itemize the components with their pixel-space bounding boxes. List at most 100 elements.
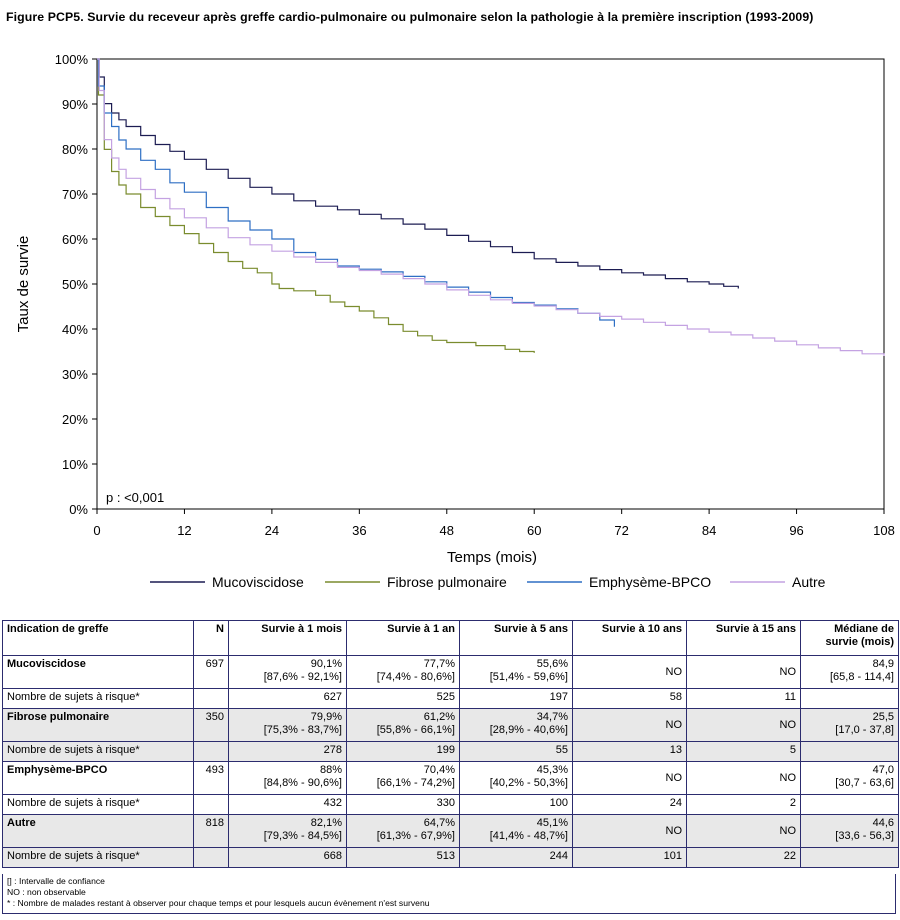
survie-1-an-cell: 64,7% [61,3% - 67,9%] [346, 814, 460, 848]
risk-empty [193, 847, 229, 868]
survie-1-an-cell: 77,7% [74,4% - 80,6%] [346, 655, 460, 689]
ci: [84,8% - 90,6%] [263, 777, 342, 789]
survie-1-mois-cell: 79,9% [75,3% - 83,7%] [228, 708, 347, 742]
ci: [65,8 - 114,4] [829, 671, 894, 683]
x-tick-label: 12 [177, 523, 191, 538]
ci: [17,0 - 37,8] [835, 724, 894, 736]
mediane-cell: 25,5 [17,0 - 37,8] [800, 708, 899, 742]
value: 90,1% [310, 658, 342, 670]
risk-value: 244 [459, 847, 573, 868]
footnote-risk: * : Nombre de malades restant à observer… [7, 898, 430, 908]
value: 79,9% [310, 711, 342, 723]
x-tick-label: 48 [440, 523, 454, 538]
value: 45,3% [536, 764, 568, 776]
risk-empty [193, 741, 229, 762]
y-tick-label: 100% [55, 52, 89, 67]
risk-value: 22 [686, 847, 801, 868]
y-tick-label: 20% [62, 412, 88, 427]
risk-value: 101 [572, 847, 687, 868]
risk-empty [800, 741, 899, 762]
risk-empty [193, 688, 229, 709]
value: 88% [319, 764, 342, 776]
y-tick-label: 40% [62, 322, 88, 337]
value: 45,1% [536, 817, 568, 829]
survie-15-ans-cell: NO [686, 761, 801, 795]
risk-empty [800, 794, 899, 815]
value: 44,6 [872, 817, 894, 829]
survie-10-ans-cell: NO [572, 761, 687, 795]
value: 25,5 [872, 711, 894, 723]
footnote-ci: [] : Intervalle de confiance [7, 876, 105, 886]
series-line-0 [97, 58, 739, 289]
y-tick-label: 60% [62, 232, 88, 247]
risk-value: 58 [572, 688, 687, 709]
survie-10-ans-cell: NO [572, 708, 687, 742]
risk-value: 513 [346, 847, 460, 868]
ci: [74,4% - 80,6%] [376, 671, 455, 683]
risk-value: 11 [686, 688, 801, 709]
table-row: Mucoviscidose 697 90,1% [87,6% - 92,1%] 77,7… [2, 655, 899, 689]
header-survie-5-ans: Survie à 5 ans [459, 620, 573, 656]
x-tick-label: 96 [789, 523, 803, 538]
risk-label: Nombre de sujets à risque* [2, 847, 194, 868]
group-name: Emphysème-BPCO [2, 761, 194, 795]
risk-label: Nombre de sujets à risque* [2, 794, 194, 815]
risk-empty [193, 794, 229, 815]
value: 84,9 [872, 658, 894, 670]
x-tick-label: 36 [352, 523, 366, 538]
ci: [41,4% - 48,7%] [489, 830, 568, 842]
value: 70,4% [423, 764, 455, 776]
y-tick-label: 10% [62, 457, 88, 472]
legend-label: Emphysème-BPCO [589, 574, 711, 590]
x-tick-label: 60 [527, 523, 541, 538]
survie-1-mois-cell: 90,1% [87,6% - 92,1%] [228, 655, 347, 689]
y-tick-label: 70% [62, 187, 88, 202]
ci: [75,3% - 83,7%] [263, 724, 342, 736]
legend-label: Autre [792, 574, 826, 590]
survie-1-an-cell: 70,4% [66,1% - 74,2%] [346, 761, 460, 795]
survie-5-ans-cell: 55,6% [51,4% - 59,6%] [459, 655, 573, 689]
risk-row: Nombre de sujets à risque* 668 513 244 101 22 [2, 847, 899, 868]
survie-10-ans-cell: NO [572, 655, 687, 689]
header-survie-15-ans: Survie à 15 ans [686, 620, 801, 656]
group-name: Autre [2, 814, 194, 848]
figure-title: Figure PCP5. Survie du receveur après gr… [6, 10, 814, 24]
ci: [30,7 - 63,6] [835, 777, 894, 789]
risk-value: 24 [572, 794, 687, 815]
ci: [51,4% - 59,6%] [489, 671, 568, 683]
header-indication: Indication de greffe [2, 620, 194, 656]
survie-1-mois-cell: 88% [84,8% - 90,6%] [228, 761, 347, 795]
y-tick-label: 80% [62, 142, 88, 157]
survival-chart: 0% 10% 20% 30% 40% 50% 60% 70% 80% 90% 100% 0 12 24 3… [15, 52, 895, 590]
survie-10-ans-cell: NO [572, 814, 687, 848]
group-n: 697 [193, 655, 229, 689]
risk-value: 13 [572, 741, 687, 762]
table-footnotes: [] : Intervalle de confiance NO : non ob… [2, 874, 896, 914]
y-axis: 0% 10% 20% 30% 40% 50% 60% 70% 80% 90% 100% [55, 52, 97, 517]
ci: [87,6% - 92,1%] [263, 671, 342, 683]
survie-1-an-cell: 61,2% [55,8% - 66,1%] [346, 708, 460, 742]
ci: [66,1% - 74,2%] [376, 777, 455, 789]
value: 47,0 [872, 764, 894, 776]
mediane-cell: 47,0 [30,7 - 63,6] [800, 761, 899, 795]
survie-1-mois-cell: 82,1% [79,3% - 84,5%] [228, 814, 347, 848]
value: 64,7% [423, 817, 455, 829]
table-row: Autre 818 82,1% [79,3% - 84,5%] 64,7% [61,3% … [2, 814, 899, 848]
series-lines [97, 58, 885, 356]
risk-value: 627 [228, 688, 347, 709]
table-row: Emphysème-BPCO 493 88% [84,8% - 90,6%] 70,4%… [2, 761, 899, 795]
survie-15-ans-cell: NO [686, 655, 801, 689]
risk-value: 278 [228, 741, 347, 762]
y-tick-label: 90% [62, 97, 88, 112]
y-axis-label: Taux de survie [15, 236, 32, 333]
series-line-1 [97, 58, 535, 353]
risk-value: 525 [346, 688, 460, 709]
ci: [55,8% - 66,1%] [376, 724, 455, 736]
legend: Mucoviscidose Fibrose pulmonaire Emphysème… [150, 574, 826, 590]
value: 34,7% [536, 711, 568, 723]
risk-value: 432 [228, 794, 347, 815]
risk-value: 668 [228, 847, 347, 868]
survie-5-ans-cell: 34,7% [28,9% - 40,6%] [459, 708, 573, 742]
survival-table: Indication de greffe N Survie à 1 mois S… [2, 620, 899, 868]
group-name: Mucoviscidose [2, 655, 194, 689]
